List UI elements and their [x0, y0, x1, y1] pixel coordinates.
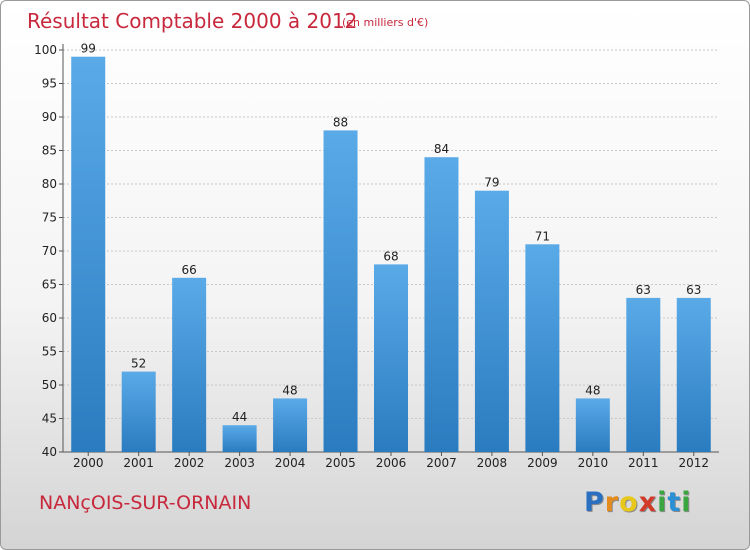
bars: 99 52 66 44 48 88 68 84 79 71 48 63 63 — [71, 42, 711, 452]
value-label-2012: 63 — [686, 283, 701, 297]
value-label-2008: 79 — [484, 176, 499, 190]
x-tick-label-2001: 2001 — [123, 456, 154, 470]
value-label-2007: 84 — [434, 142, 449, 156]
x-tick-label-2011: 2011 — [628, 456, 659, 470]
logo-letter: P — [584, 487, 605, 518]
y-tick-label: 100 — [34, 43, 57, 57]
chart-title: Résultat Comptable 2000 à 2012 — [27, 9, 357, 33]
y-tick-label: 65 — [42, 278, 57, 292]
value-label-2005: 88 — [333, 115, 348, 129]
x-tick-label-2002: 2002 — [174, 456, 205, 470]
x-tick-label-2000: 2000 — [73, 456, 104, 470]
proxiti-logo: Proxiti — [584, 487, 692, 518]
x-tick-label-2005: 2005 — [325, 456, 356, 470]
logo-letter: r — [604, 487, 620, 518]
value-label-2002: 66 — [182, 263, 197, 277]
y-tick-label: 75 — [42, 211, 57, 225]
bar-2008 — [474, 190, 509, 452]
y-tick-label: 55 — [42, 345, 57, 359]
y-tick-label: 60 — [42, 311, 57, 325]
value-label-2010: 48 — [585, 383, 600, 397]
x-tick-label-2004: 2004 — [275, 456, 306, 470]
x-tick-label-2009: 2009 — [527, 456, 558, 470]
y-tick-label: 40 — [42, 445, 57, 459]
x-tick-label-2003: 2003 — [224, 456, 255, 470]
value-label-2006: 68 — [383, 249, 398, 263]
logo-letter: o — [619, 487, 639, 518]
y-tick-label: 45 — [42, 412, 57, 426]
bar-2007 — [424, 157, 459, 452]
bar-2012 — [676, 297, 711, 452]
x-tick-label-2006: 2006 — [376, 456, 407, 470]
y-tick-label: 90 — [42, 110, 57, 124]
value-label-2000: 99 — [81, 42, 96, 56]
logo-letter: i — [657, 487, 668, 518]
x-tick-label-2008: 2008 — [477, 456, 508, 470]
bar-2009 — [525, 244, 560, 452]
y-tick-label: 85 — [42, 144, 57, 158]
logo-letter: i — [681, 487, 692, 518]
logo-letter: t — [667, 487, 682, 518]
x-tick-label-2007: 2007 — [426, 456, 457, 470]
y-tick-label: 70 — [42, 244, 57, 258]
bar-2005 — [323, 130, 358, 452]
bar-2010 — [575, 398, 610, 452]
value-label-2001: 52 — [131, 357, 146, 371]
value-label-2009: 71 — [535, 229, 550, 243]
logo-letter: x — [638, 487, 658, 518]
bar-2003 — [222, 425, 257, 452]
bar-2011 — [626, 297, 661, 452]
y-tick-label: 80 — [42, 177, 57, 191]
chart-subtitle: (en milliers d'€) — [342, 16, 428, 29]
y-tick-label: 95 — [42, 77, 57, 91]
bar-2002 — [172, 277, 207, 452]
x-tick-label-2010: 2010 — [578, 456, 609, 470]
value-label-2003: 44 — [232, 410, 247, 424]
bar-2001 — [121, 371, 156, 452]
axes: 40 45 50 55 60 65 70 75 80 85 90 95 100 2000 2001 2002 2… — [34, 43, 719, 470]
x-tick-label-2012: 2012 — [678, 456, 709, 470]
value-label-2004: 48 — [282, 383, 297, 397]
value-label-2011: 63 — [636, 283, 651, 297]
commune-name: NANçOIS-SUR-ORNAIN — [39, 492, 252, 514]
bar-2006 — [374, 264, 408, 452]
y-tick-label: 50 — [42, 378, 57, 392]
bar-2000 — [71, 56, 106, 452]
bar-2004 — [273, 398, 308, 452]
